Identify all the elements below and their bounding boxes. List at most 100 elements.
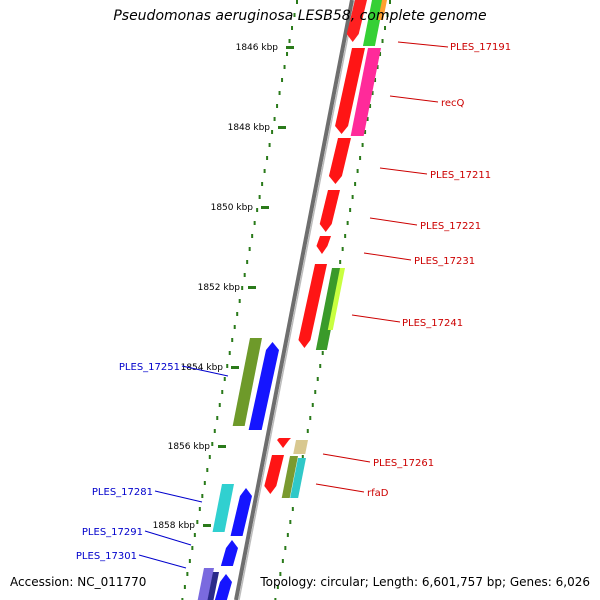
track-dot <box>281 78 284 82</box>
gene-label-leader <box>389 95 439 103</box>
gene-label[interactable]: rfaD <box>367 488 389 499</box>
scale-tick-label: 1846 kbp <box>236 43 279 53</box>
track-dot <box>278 91 281 95</box>
gene-block <box>327 268 345 330</box>
track-dot <box>223 377 226 381</box>
gene-label[interactable]: PLES_17281 <box>92 487 153 498</box>
gene-label[interactable]: PLES_17231 <box>414 256 475 267</box>
gene-label-leader <box>144 530 192 546</box>
gene-label[interactable]: PLES_17291 <box>82 527 143 538</box>
track-dot <box>286 52 289 56</box>
track-dot <box>271 130 274 134</box>
gene-block <box>264 455 284 494</box>
track-dot <box>191 546 194 550</box>
track-dot <box>291 507 294 511</box>
track-dot <box>238 299 241 303</box>
gene-block <box>248 342 279 430</box>
gene-label-leader <box>138 554 187 569</box>
track-dot <box>241 286 244 290</box>
scale-tick-label: 1848 kbp <box>228 123 271 133</box>
gene-block <box>293 440 308 454</box>
gene-label-leader <box>379 167 428 175</box>
track-dot <box>371 91 374 95</box>
track-dot <box>253 221 256 225</box>
track-dot <box>274 598 277 600</box>
scale-ticks: 1846 kbp 1848 kbp 1850 kbp 1852 kbp 1854 kbp… <box>153 43 294 531</box>
track-dot <box>283 65 286 69</box>
track-dot <box>276 104 279 108</box>
gene-block <box>232 338 262 426</box>
gene-label[interactable]: recQ <box>441 98 465 109</box>
scale-tick-mark <box>278 126 286 129</box>
track-dot <box>263 169 266 173</box>
track-dot <box>356 169 359 173</box>
track-dot <box>314 390 317 394</box>
gene-label[interactable]: PLES_17211 <box>430 170 491 181</box>
scale-tick-mark <box>248 286 256 289</box>
gene-block <box>290 458 306 498</box>
gene-features <box>197 0 387 600</box>
gene-label[interactable]: PLES_17261 <box>373 458 434 469</box>
track-dot <box>359 156 362 160</box>
topology-text: Topology: circular; Length: 6,601,757 bp… <box>260 575 590 589</box>
gene-label[interactable]: PLES_17251 <box>119 362 180 373</box>
track-dot <box>248 247 251 251</box>
gene-label-leader <box>369 217 418 226</box>
gene-label[interactable]: PLES_17241 <box>402 318 463 329</box>
track-dot <box>211 442 214 446</box>
backbone-line <box>234 0 354 600</box>
map-title: Pseudomonas aeruginosa LESB58, complete … <box>113 8 487 24</box>
backbone-highlight <box>238 0 356 600</box>
scale-tick-mark <box>218 445 226 448</box>
track-dot <box>228 351 231 355</box>
track-dot <box>198 507 201 511</box>
track-dot <box>226 364 229 368</box>
scale-tick-mark <box>261 206 269 209</box>
scale-tick-mark <box>286 46 294 49</box>
track-dot <box>256 208 259 212</box>
accession-text: Accession: NC_011770 <box>10 575 147 589</box>
track-dot <box>246 260 249 264</box>
gene-label[interactable]: PLES_17301 <box>76 551 137 562</box>
track-dot <box>216 416 219 420</box>
gene-block-rfad <box>281 456 298 498</box>
track-dot <box>381 39 384 43</box>
track-dot <box>379 52 382 56</box>
track-dot <box>319 364 322 368</box>
track-dot <box>316 377 319 381</box>
track-dot <box>366 117 369 121</box>
track-dot <box>296 0 298 4</box>
track-dot <box>301 455 304 459</box>
track-dot <box>221 390 224 394</box>
track-dot <box>389 0 391 4</box>
track-dot <box>369 104 372 108</box>
gene-label-leader <box>315 483 365 493</box>
gene-block <box>277 438 291 448</box>
track-dot <box>266 156 269 160</box>
gene-block-recq <box>335 48 365 134</box>
scale-tick-label: 1852 kbp <box>198 283 241 293</box>
track-dot <box>201 494 204 498</box>
gene-block <box>346 0 367 42</box>
gene-block <box>316 236 331 254</box>
track-dot <box>374 78 377 82</box>
track-dot <box>279 572 282 576</box>
gene-label[interactable]: PLES_17191 <box>450 42 511 53</box>
gene-block <box>328 138 351 184</box>
track-dot <box>251 234 254 238</box>
gene-block <box>350 48 381 136</box>
gene-label-leader <box>322 453 371 463</box>
track-dot <box>288 39 291 43</box>
track-dot <box>188 559 191 563</box>
track-dot <box>183 585 186 589</box>
track-dot <box>276 585 279 589</box>
gene-label[interactable]: PLES_17221 <box>420 221 481 232</box>
track-dot <box>361 143 364 147</box>
scale-tick-label: 1858 kbp <box>153 521 196 531</box>
track-dot <box>273 117 276 121</box>
gene-block <box>220 540 238 566</box>
track-dot <box>284 546 287 550</box>
gene-block <box>207 572 219 600</box>
